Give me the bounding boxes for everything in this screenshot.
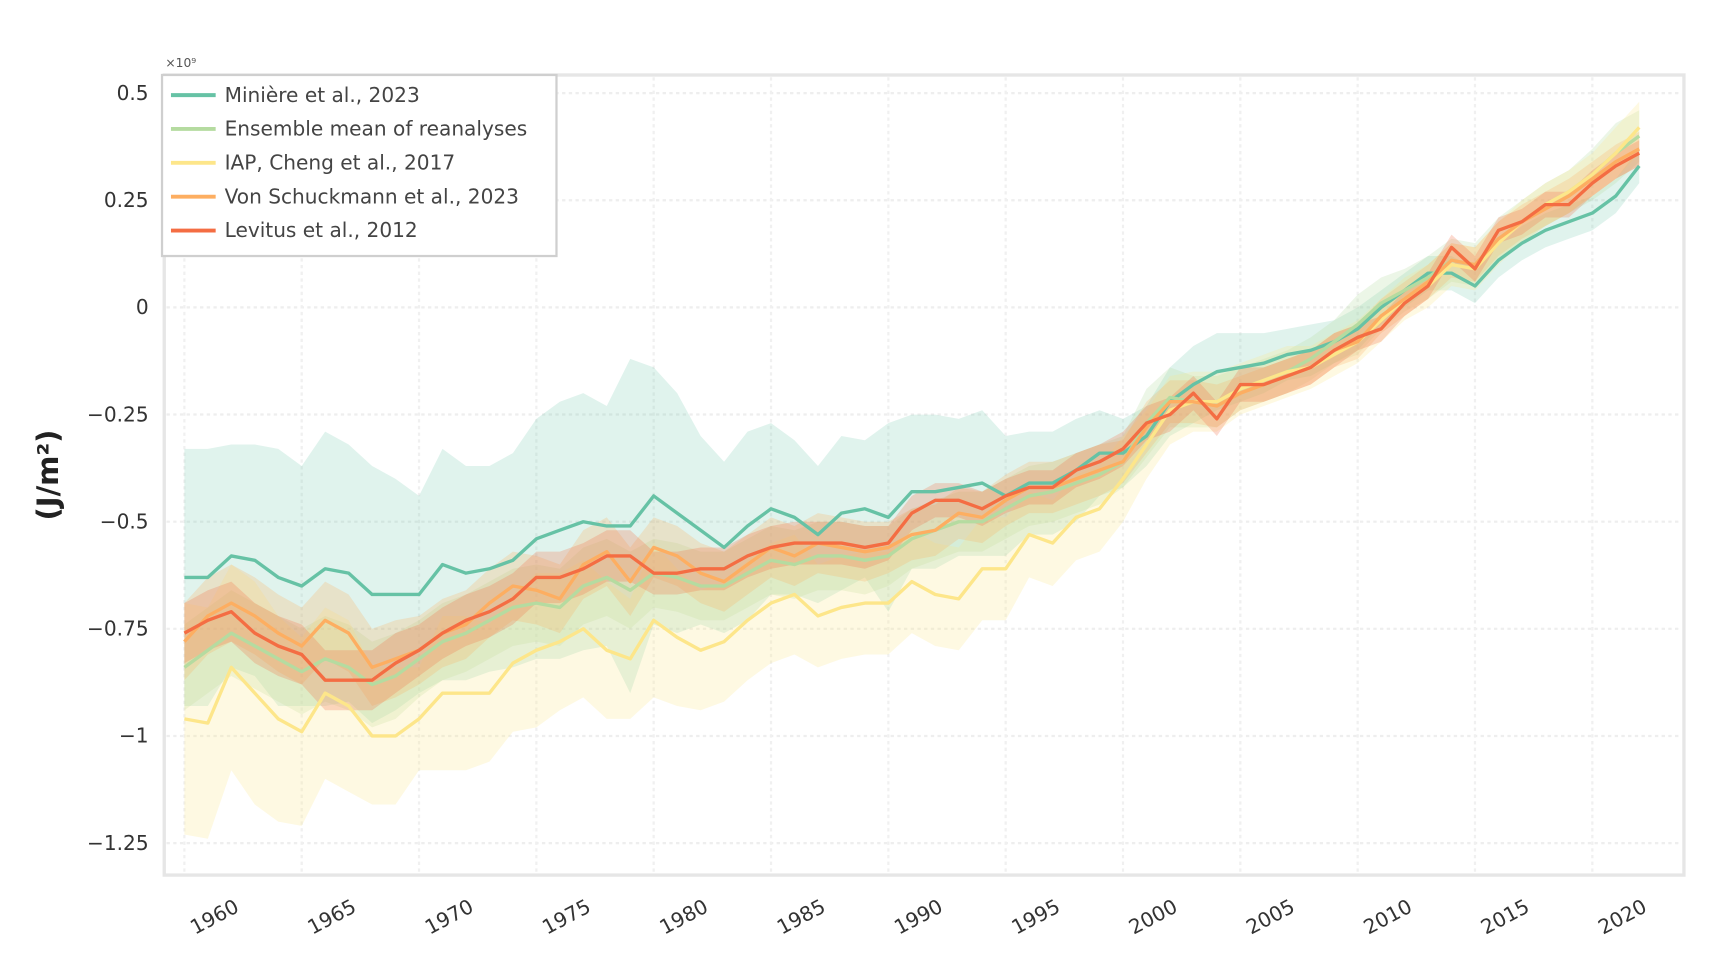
y-tick-label: 0.5 (117, 81, 149, 105)
legend-label: Ensemble mean of reanalyses (225, 117, 528, 141)
grid (166, 77, 1682, 873)
legend-label: Von Schuckmann et al., 2023 (225, 184, 519, 208)
uncertainty-band (184, 131, 1640, 707)
uncertainty-band (184, 140, 1640, 711)
y-axis-label: (J/m²) (31, 430, 65, 521)
x-axis-ticks: 1960 1965 1970 1975 1980 1985 1990 1995 2000 2005… (186, 894, 1650, 939)
uncertainty-band (184, 148, 1640, 724)
x-tick-label: 1995 (1007, 894, 1063, 939)
x-tick-label: 1980 (655, 894, 711, 939)
y-tick-label: −1.25 (87, 831, 149, 855)
series-line (183, 151, 1641, 682)
x-tick-label: 1965 (303, 894, 359, 939)
y-axis-multiplier: ×10⁹ (165, 56, 196, 70)
y-tick-label: −1 (119, 724, 149, 748)
uncertainty-bands (184, 101, 1640, 839)
x-tick-label: 2015 (1477, 894, 1533, 939)
legend: Minière et al., 2023 Ensemble mean of rea… (160, 73, 558, 258)
x-tick-label: 2020 (1594, 894, 1650, 939)
y-tick-label: 0 (136, 295, 149, 319)
x-tick-label: 1990 (890, 894, 946, 939)
x-tick-label: 1960 (186, 894, 242, 939)
y-tick-label: −0.25 (87, 402, 149, 426)
x-tick-label: 1970 (421, 894, 477, 939)
y-tick-label: 0.25 (104, 188, 149, 212)
y-tick-label: −0.5 (100, 509, 149, 533)
x-tick-label: 1975 (538, 894, 594, 939)
legend-label: IAP, Cheng et al., 2017 (225, 151, 456, 175)
uncertainty-band (184, 110, 1640, 728)
x-tick-label: 2000 (1125, 894, 1181, 939)
y-tick-label: −0.75 (87, 617, 149, 641)
legend-label: Minière et al., 2023 (225, 83, 420, 107)
series-line (183, 134, 1641, 687)
x-tick-label: 2010 (1359, 894, 1415, 939)
uncertainty-band (184, 101, 1640, 839)
y-axis-ticks: 0.5 0.25 0 −0.25 −0.5 −0.75 −1 −1.25 (87, 81, 149, 855)
x-tick-label: 1985 (773, 894, 829, 939)
legend-box (160, 73, 558, 258)
x-tick-label: 2005 (1242, 894, 1298, 939)
series-lines (183, 126, 1641, 738)
legend-label: Levitus et al., 2012 (225, 218, 418, 242)
